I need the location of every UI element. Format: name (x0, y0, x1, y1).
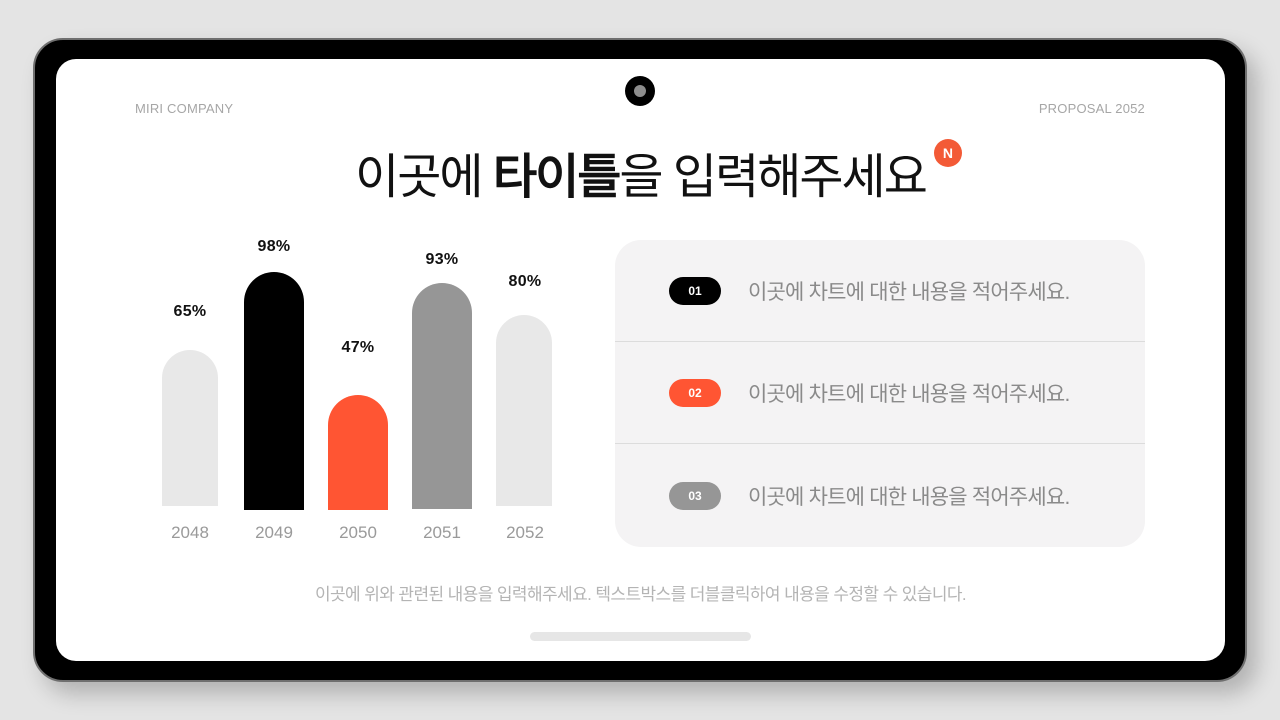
year-label-2050: 2050 (339, 523, 377, 542)
bar-2049[interactable] (244, 272, 304, 510)
year-label-2051: 2051 (423, 523, 461, 542)
value-label-2050: 47% (341, 339, 375, 356)
bar-2048[interactable] (162, 350, 218, 506)
company-label: MIRI COMPANY (135, 101, 234, 116)
year-label-2052: 2052 (506, 523, 544, 542)
tablet-screen: MIRI COMPANY PROPOSAL 2052 이곳에 타이틀을 입력해주… (56, 59, 1225, 661)
title-bold: 타이틀 (492, 151, 621, 204)
home-indicator[interactable] (530, 632, 751, 641)
bar-2050[interactable] (328, 395, 388, 510)
year-label-2048: 2048 (171, 523, 209, 542)
value-label-2049: 98% (257, 238, 291, 255)
panel-row-01[interactable]: 01 이곳에 차트에 대한 내용을 적어주세요. (615, 240, 1145, 342)
camera-icon (625, 76, 655, 106)
row-text-03[interactable]: 이곳에 차트에 대한 내용을 적어주세요. (748, 485, 1070, 509)
panel-row-03[interactable]: 03 이곳에 차트에 대한 내용을 적어주세요. (615, 444, 1145, 547)
page-title[interactable]: 이곳에 타이틀을 입력해주세요 N (355, 137, 962, 207)
footnote-text[interactable]: 이곳에 위와 관련된 내용을 입력해주세요. 텍스트박스를 더블클릭하여 내용을… (314, 585, 967, 604)
row-text-01[interactable]: 이곳에 차트에 대한 내용을 적어주세요. (748, 280, 1070, 304)
panel-row-02[interactable]: 02 이곳에 차트에 대한 내용을 적어주세요. (615, 342, 1145, 444)
number-pill-01: 01 (669, 276, 721, 305)
year-label-2049: 2049 (255, 523, 293, 542)
value-label-2052: 80% (508, 273, 542, 290)
bar-2051[interactable] (412, 283, 472, 509)
number-pill-02: 02 (669, 378, 721, 407)
chart-description-panel: 01 이곳에 차트에 대한 내용을 적어주세요. 02 이곳에 차트에 대한 내… (615, 240, 1145, 547)
row-text-02[interactable]: 이곳에 차트에 대한 내용을 적어주세요. (748, 382, 1070, 406)
bar-chart: 65% 2048 98% 2049 47% 2050 93% 2051 80% … (56, 59, 616, 559)
new-badge-icon: N (933, 139, 962, 167)
bar-2052[interactable] (496, 315, 552, 506)
number-pill-03: 03 (669, 481, 721, 510)
title-container: 이곳에 타이틀을 입력해주세요 N (56, 137, 1225, 207)
title-part-2: 을 입력해주세요 (619, 151, 927, 204)
title-part-1: 이곳에 (355, 151, 493, 204)
proposal-label: PROPOSAL 2052 (1038, 101, 1145, 116)
camera-lens (634, 85, 646, 97)
value-label-2051: 93% (425, 251, 459, 268)
value-label-2048: 65% (173, 303, 207, 320)
